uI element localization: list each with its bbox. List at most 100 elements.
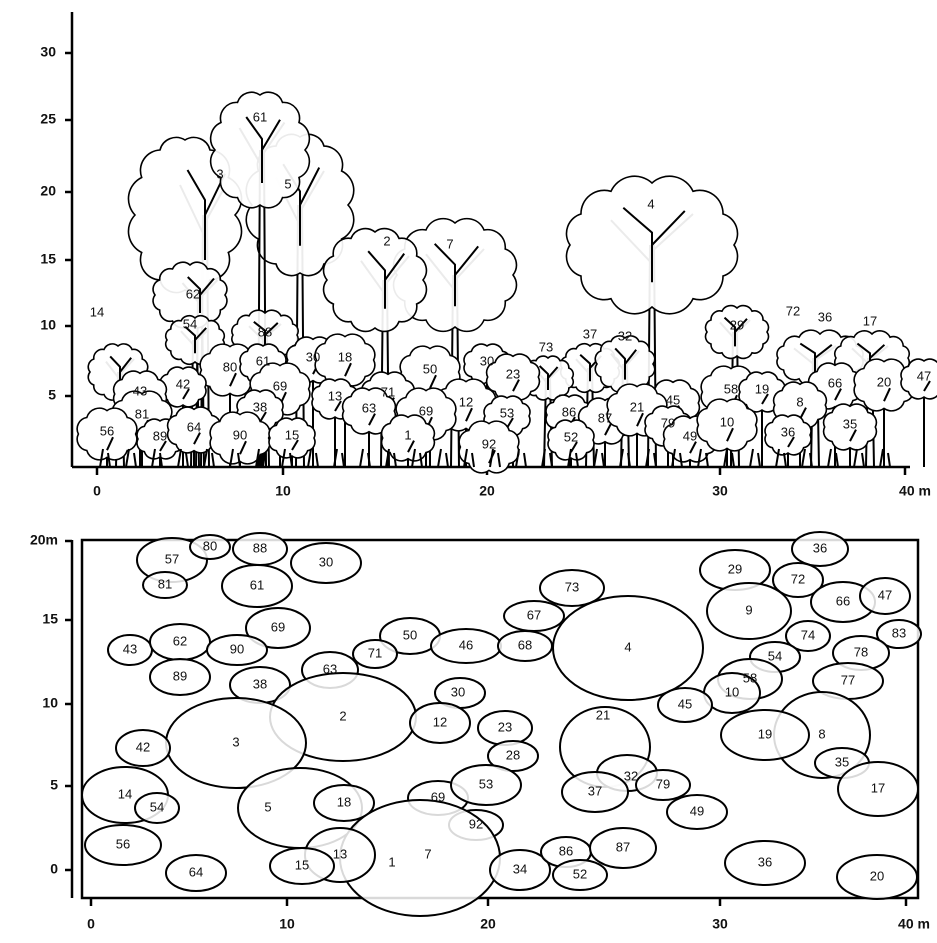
crown-label: 64 (189, 864, 203, 879)
tree-trunk (106, 436, 114, 451)
tree-trunk (368, 413, 376, 426)
crown-label: 52 (573, 866, 587, 881)
tree-trunk (849, 429, 857, 442)
y-tick-label: 10 (40, 317, 56, 333)
crown-label: 15 (295, 857, 309, 872)
crown-label: 78 (854, 644, 868, 659)
tree-label: 29 (730, 317, 744, 332)
tree-trunk (433, 243, 479, 307)
crown-label: 79 (656, 776, 670, 791)
tree-trunk (512, 379, 520, 392)
tree-trunk (883, 387, 891, 402)
tree-trunk (259, 411, 267, 423)
tree-label: 45 (666, 392, 680, 407)
crown-label: 34 (513, 861, 527, 876)
crown-projection (666, 794, 728, 830)
crown-projection (313, 784, 375, 822)
ground-stems (645, 448, 657, 468)
crown-label: 21 (596, 707, 610, 722)
ground-stems (853, 448, 865, 468)
crown-projection (785, 620, 831, 652)
tree-label: 47 (917, 368, 931, 383)
y-tick-label: 30 (40, 44, 56, 60)
tree-trunk (834, 388, 842, 401)
tree-label: 5 (284, 176, 291, 191)
tree-label: 10 (720, 414, 734, 429)
crown-label: 58 (743, 670, 757, 685)
tree-trunk (253, 321, 279, 349)
tree-label: 21 (630, 399, 644, 414)
tree-label: 81 (135, 406, 149, 421)
crown-label: 3 (232, 734, 239, 749)
ground-stems (879, 448, 891, 468)
tree-trunk (538, 365, 559, 390)
ground-stems (99, 448, 111, 468)
ground-stems (567, 448, 579, 468)
x-tick-label: 40 m (899, 483, 931, 499)
tree-label: 30 (306, 349, 320, 364)
crown-label: 73 (565, 579, 579, 594)
ground-stems (671, 448, 683, 468)
tree-crown (547, 419, 595, 461)
tree-label: 23 (506, 366, 520, 381)
y-tick-label: 20m (30, 532, 58, 548)
tree-trunk (787, 436, 795, 448)
tree-trunk (245, 116, 281, 183)
tree-label: 37 (583, 326, 597, 341)
crown-label: 9 (745, 602, 752, 617)
crown-label: 56 (116, 836, 130, 851)
ground-stems (177, 448, 189, 468)
ground-stems (593, 448, 605, 468)
crown-label: 67 (527, 607, 541, 622)
crown-label: 45 (678, 696, 692, 711)
tree-trunk (689, 441, 697, 454)
tree-label: 15 (285, 427, 299, 442)
tree-crown (900, 358, 937, 400)
tree-label: 4 (647, 196, 654, 211)
crown-label: 37 (588, 783, 602, 798)
tree-label: 19 (755, 381, 769, 396)
crown-label: 69 (271, 619, 285, 634)
tree-trunk (923, 380, 931, 392)
y-tick-label: 25 (40, 111, 56, 127)
tree-label: 42 (176, 376, 190, 391)
ground-stems (463, 448, 475, 468)
crown-label: 81 (158, 576, 172, 591)
tree-crown (764, 414, 812, 456)
crown-projection (115, 729, 171, 767)
tree-trunk (622, 207, 686, 283)
ground-stems (723, 448, 735, 468)
crown-projection (552, 859, 608, 891)
crown-label: 35 (835, 754, 849, 769)
tree-trunk (367, 250, 406, 309)
tree-crown (322, 227, 428, 333)
tree-trunk (761, 393, 769, 405)
crown-projection (165, 854, 227, 892)
tree-label: 2 (383, 233, 390, 248)
tree-label: 12 (459, 394, 473, 409)
crown-label: 20 (870, 868, 884, 883)
crown-projection (221, 564, 293, 608)
tree-crown (76, 407, 138, 461)
ground-stems (255, 448, 267, 468)
plot-border (80, 538, 920, 900)
crown-projection (352, 639, 398, 669)
tree-label: 79 (661, 415, 675, 430)
x-tick-label: 30 (712, 916, 728, 932)
tree-label: 1 (404, 427, 411, 442)
ground-stems (125, 448, 137, 468)
y-tick-label: 5 (48, 387, 56, 403)
crown-label: 63 (323, 661, 337, 676)
crown-projection (552, 595, 704, 701)
crown-projection (450, 764, 522, 806)
crown-label: 14 (118, 786, 132, 801)
ground-stems (489, 448, 501, 468)
x-tick-label: 0 (93, 483, 101, 499)
tree-label: 88 (258, 324, 272, 339)
tree-label: 18 (338, 349, 352, 364)
tree-label: 86 (562, 404, 576, 419)
crown-label: 83 (892, 625, 906, 640)
crown-projection (791, 531, 849, 567)
tree-trunk (614, 347, 637, 380)
tree-label: 7 (446, 236, 453, 251)
